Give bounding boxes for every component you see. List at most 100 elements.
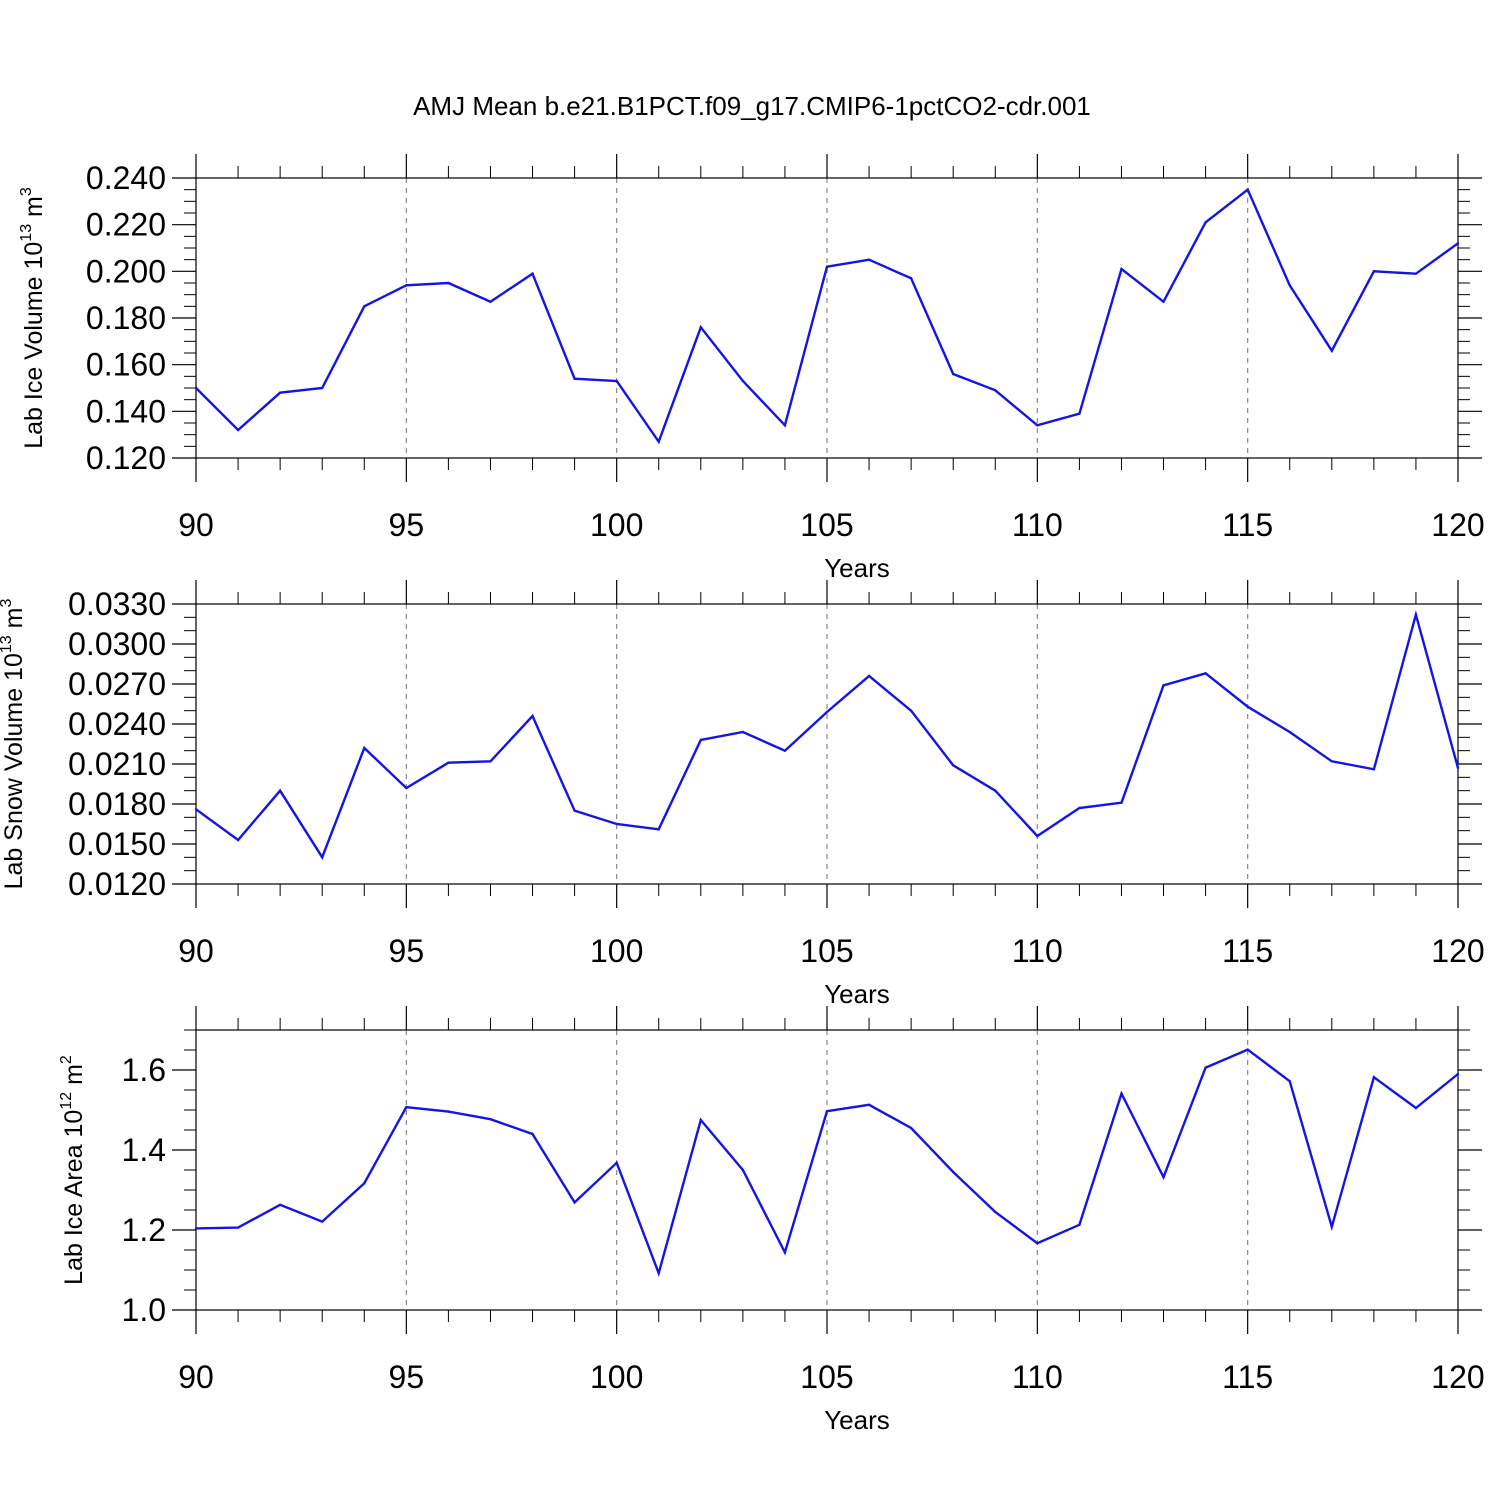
- x-tick-label: 120: [1431, 1359, 1484, 1395]
- x-tick-label: 100: [590, 1359, 643, 1395]
- data-point: [952, 1170, 955, 1174]
- y-axis-title-exp: 13: [18, 224, 35, 242]
- data-point: [825, 1110, 829, 1113]
- data-point: [952, 372, 955, 376]
- data-point: [1372, 270, 1376, 273]
- x-tick-label: 105: [800, 1359, 853, 1395]
- data-point: [657, 828, 660, 831]
- y-tick-label: 0.0330: [68, 586, 166, 622]
- data-point: [1120, 267, 1123, 271]
- data-point: [1330, 349, 1334, 352]
- data-point: [1036, 424, 1039, 427]
- x-tick-label: 100: [590, 507, 643, 543]
- data-point: [1288, 730, 1291, 734]
- data-point: [1078, 412, 1081, 415]
- data-point: [1372, 768, 1376, 771]
- data-point: [1330, 760, 1334, 763]
- x-tick-label: 95: [389, 933, 425, 969]
- data-point: [909, 1126, 913, 1130]
- data-point: [447, 1110, 450, 1113]
- y-tick-label: 1.2: [122, 1212, 166, 1248]
- data-point: [1036, 1242, 1039, 1245]
- x-tick-label: 90: [178, 933, 214, 969]
- y-axis-title-main: Lab Ice Volume 10: [20, 242, 48, 449]
- data-point: [573, 809, 576, 812]
- y-axis-title-exp: 12: [58, 1092, 75, 1110]
- x-tick-label: 115: [1222, 933, 1273, 969]
- y-tick-label: 0.220: [86, 207, 166, 243]
- data-point: [783, 424, 787, 427]
- data-point: [278, 391, 282, 394]
- y-axis-title: Lab Ice Area 1012 m2: [58, 1055, 88, 1285]
- chart-title: AMJ Mean b.e21.B1PCT.f09_g17.CMIP6-1pctC…: [413, 91, 1091, 121]
- y-axis-title-main: Lab Snow Volume 10: [0, 653, 28, 889]
- x-tick-label: 115: [1222, 1359, 1273, 1395]
- y-tick-label: 0.200: [86, 253, 166, 289]
- data-point: [278, 789, 282, 792]
- data-point: [236, 838, 240, 842]
- y-axis-title: Lab Ice Volume 1013 m3: [18, 187, 48, 449]
- data-point: [236, 1226, 240, 1229]
- y-tick-label: 0.160: [86, 347, 166, 383]
- data-point: [615, 822, 618, 826]
- data-point: [363, 746, 366, 750]
- y-axis-title-unit: m: [0, 608, 28, 636]
- x-tick-label: 90: [178, 507, 214, 543]
- data-point: [615, 1161, 618, 1165]
- x-tick-label: 115: [1222, 507, 1273, 543]
- y-axis-title: Lab Snow Volume 1013 m3: [0, 599, 28, 890]
- data-point: [405, 786, 408, 790]
- x-tick-label: 120: [1431, 933, 1484, 969]
- data-point: [489, 760, 492, 763]
- data-point: [783, 749, 787, 752]
- y-tick-label: 0.0210: [68, 746, 166, 782]
- data-point: [1078, 806, 1081, 810]
- data-point: [194, 808, 198, 811]
- y-axis-title-unit-exp: 2: [58, 1055, 75, 1064]
- data-point: [699, 326, 702, 329]
- data-point: [741, 730, 745, 734]
- y-axis-title-unit-exp: 3: [0, 599, 15, 608]
- data-point: [573, 1201, 576, 1204]
- y-tick-label: 0.0240: [68, 706, 166, 742]
- data-point: [489, 300, 492, 303]
- data-point: [909, 709, 913, 712]
- data-point: [1288, 284, 1291, 287]
- x-tick-label: 105: [800, 933, 853, 969]
- data-point: [994, 1210, 997, 1214]
- data-point: [531, 272, 534, 275]
- data-point: [1288, 1080, 1291, 1083]
- data-point: [825, 710, 829, 714]
- panel-2: 90 95 100 105 110 115 120 0.0120 0.0150 0.0180 0.0…: [0, 580, 1485, 1009]
- data-point: [699, 1118, 702, 1122]
- data-point: [1246, 705, 1249, 708]
- data-point: [573, 377, 576, 380]
- data-point: [531, 714, 534, 718]
- y-tick-label: 0.140: [86, 393, 166, 429]
- y-axis-title-unit-exp: 3: [18, 187, 35, 196]
- data-point: [321, 856, 324, 859]
- data-point: [1246, 188, 1249, 191]
- x-axis-title: Years: [824, 1405, 890, 1435]
- panel-3: 90 95 100 105 110 115 120 1.0 1.2 1.4 1.6 Years Lab …: [58, 1006, 1485, 1435]
- x-axis-title: Years: [824, 553, 890, 583]
- data-point: [405, 1106, 408, 1109]
- x-tick-label: 120: [1431, 507, 1484, 543]
- data-point: [1036, 834, 1039, 838]
- data-point: [1456, 242, 1460, 245]
- data-point: [952, 764, 955, 767]
- data-point: [321, 1220, 324, 1223]
- y-tick-label: 1.6: [122, 1052, 166, 1088]
- data-point: [1456, 1072, 1460, 1076]
- data-point: [194, 1227, 198, 1230]
- data-point: [236, 428, 240, 432]
- data-point: [1204, 221, 1207, 224]
- x-tick-label: 90: [178, 1359, 214, 1395]
- data-point: [447, 281, 450, 285]
- x-tick-label: 100: [590, 933, 643, 969]
- data-point: [531, 1132, 534, 1136]
- data-point: [1204, 1066, 1207, 1069]
- data-point: [1162, 300, 1165, 303]
